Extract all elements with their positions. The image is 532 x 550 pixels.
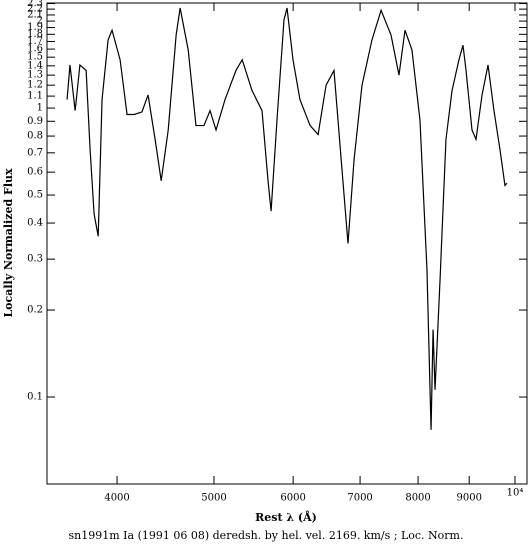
y-tick-label: 1.5	[27, 52, 43, 63]
x-tick-label: 5000	[201, 493, 226, 504]
y-axis-label: Locally Normalized Flux	[2, 168, 15, 318]
y-tick-label: 2.2	[27, 4, 43, 15]
y-tick-label: 0.8	[27, 131, 43, 142]
y-tick-label: 0.3	[27, 254, 43, 265]
x-tick-label: 7000	[347, 493, 372, 504]
x-tick-label: 9000	[456, 493, 481, 504]
y-tick-label: 0.5	[27, 190, 43, 201]
x-tick-label: 6000	[280, 493, 305, 504]
caption: sn1991m Ia (1991 06 08) deredsh. by hel.…	[69, 529, 464, 542]
y-tick-label: 0.9	[27, 116, 43, 127]
y-tick-label: 2.3	[27, 0, 43, 9]
x-tick-label: 8000	[405, 493, 430, 504]
y-tick-label: 0.2	[27, 305, 43, 316]
y-tick-label: 1.1	[27, 91, 43, 102]
y-tick-label: 0.6	[27, 167, 43, 178]
x-tick-label: 4000	[104, 493, 129, 504]
y-tick-label: 0.4	[27, 218, 43, 229]
y-tick-label: 0.1	[27, 392, 43, 403]
x-tick-label: 10⁴	[507, 488, 524, 499]
x-axis-label: Rest λ (Å)	[255, 510, 317, 524]
y-tick-label: 1.7	[27, 36, 43, 47]
y-tick-label: 1.8	[27, 29, 43, 40]
y-tick-label: 2.1	[27, 9, 43, 20]
y-tick-label: 1.4	[27, 60, 43, 71]
y-tick-label: 0.7	[27, 147, 43, 158]
spectrum-line	[66, 7, 508, 430]
y-tick-label: 1	[37, 103, 43, 114]
y-tick-label: 1.6	[27, 44, 43, 55]
y-tick-label: 1.2	[27, 80, 43, 91]
plot-frame	[46, 2, 528, 485]
y-tick-label: 1.3	[27, 70, 43, 81]
y-tick-label: 1.9	[27, 22, 43, 33]
y-tick-label: 2	[37, 16, 43, 27]
